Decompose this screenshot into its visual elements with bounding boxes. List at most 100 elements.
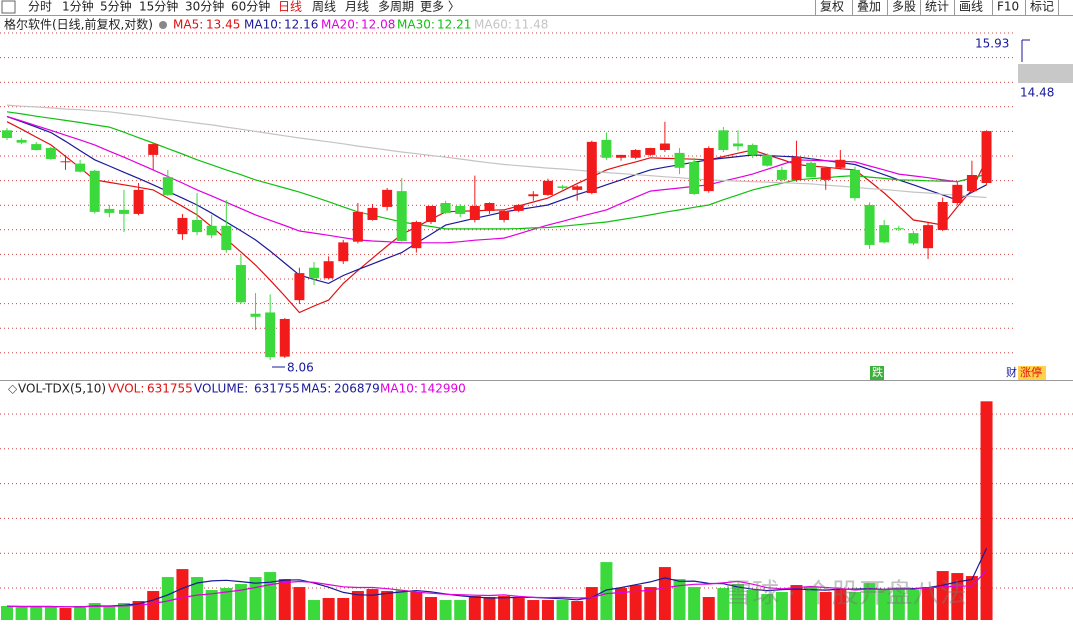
toolbar-button[interactable]: 叠加 — [857, 0, 881, 14]
volume-bar — [834, 589, 847, 620]
volume-bar — [322, 598, 335, 620]
candle-body — [806, 162, 817, 178]
event-marker-bg — [1018, 366, 1046, 380]
toolbar-button[interactable]: F10 — [997, 0, 1019, 14]
volume-bar — [264, 572, 277, 620]
volume-ma-line — [6, 548, 988, 608]
candle-body — [762, 154, 773, 166]
candle-body — [908, 233, 919, 244]
candle-body — [89, 170, 100, 212]
candle-body — [162, 177, 173, 195]
candle-body — [133, 189, 144, 214]
toolbar-button[interactable]: 画线 — [959, 0, 983, 14]
volume-bar — [366, 589, 379, 620]
candle-body — [2, 130, 12, 138]
volume-ma-line — [6, 570, 987, 608]
candle-body — [601, 139, 612, 158]
legend-value: 12.08 — [361, 18, 395, 32]
toolbar-tab[interactable]: 日线 — [278, 0, 302, 14]
toolbar-tab[interactable]: 1分钟 — [62, 0, 94, 14]
volume-bar — [892, 588, 905, 620]
toolbar-tab[interactable]: 多周期 — [378, 0, 414, 14]
volume-bar — [381, 591, 394, 620]
event-marker[interactable]: 财 — [1006, 365, 1017, 379]
candle-body — [294, 273, 305, 301]
legend-label: MA5: — [173, 18, 203, 32]
volume-bar — [805, 587, 818, 620]
toolbar-button[interactable]: 统计 — [925, 0, 949, 14]
volume-bar — [863, 583, 876, 620]
candle-body — [221, 225, 232, 251]
candle-body — [923, 225, 934, 249]
volume-bar — [468, 596, 481, 620]
volume-bar — [673, 579, 686, 620]
volume-bar — [249, 577, 262, 620]
volume-bar — [220, 588, 233, 620]
toolbar-tab[interactable]: 更多 〉 — [420, 0, 460, 14]
candle-body — [820, 167, 831, 180]
candle-body — [689, 161, 700, 194]
volume-bar — [790, 585, 803, 620]
volume-bar — [176, 569, 189, 620]
candle-body — [382, 189, 393, 207]
toolbar-button[interactable]: 复权 — [820, 0, 844, 14]
volume-bar — [541, 600, 554, 620]
toolbar-tab[interactable]: 周线 — [312, 0, 336, 14]
event-marker[interactable]: 涨停 — [1020, 365, 1042, 379]
volume-bar — [293, 587, 306, 620]
candle-body — [572, 186, 583, 190]
event-marker-bg — [870, 366, 884, 380]
menu-icon[interactable] — [1, 0, 16, 14]
candle-body — [835, 159, 846, 168]
candle-body — [265, 312, 276, 358]
volume-bar — [512, 598, 525, 620]
legend-value: 11.48 — [514, 18, 548, 32]
candle-body — [952, 184, 963, 203]
candle-body — [192, 219, 203, 233]
volume-bar — [775, 592, 788, 620]
legend-value: 12.21 — [437, 18, 471, 32]
volume-bar — [658, 567, 671, 620]
candle-body — [981, 131, 992, 183]
candle-body — [718, 130, 729, 151]
toolbar-tab[interactable]: 15分钟 — [139, 0, 178, 14]
toolbar-tab[interactable]: 30分钟 — [185, 0, 224, 14]
volume-bar — [498, 596, 511, 620]
volume-bar — [205, 590, 218, 620]
vvol-value: 631755 — [147, 382, 193, 396]
candle-body — [60, 161, 71, 163]
candle-body — [703, 148, 714, 192]
volume-bar — [717, 588, 730, 620]
volume-bar — [30, 606, 43, 620]
candle-body — [966, 175, 977, 192]
candle-body — [893, 228, 904, 230]
candle-body — [411, 222, 422, 249]
toolbar-tab[interactable]: 60分钟 — [231, 0, 270, 14]
volume-icon: ◇ — [8, 382, 18, 396]
candle-body — [323, 261, 334, 279]
volume-bar — [629, 585, 642, 620]
candle-body — [148, 144, 159, 155]
toolbar-tab[interactable]: 分时 — [28, 0, 52, 14]
toolbar-tab[interactable]: 月线 — [345, 0, 369, 14]
toolbar-tab[interactable]: 5分钟 — [100, 0, 132, 14]
toolbar-button[interactable]: 多股 — [892, 0, 916, 14]
volume-bar — [615, 588, 628, 620]
volume-bar — [907, 590, 920, 620]
legend-value: 142990 — [420, 382, 466, 396]
volume-bar — [1, 606, 13, 620]
volume-bar — [410, 592, 423, 620]
volume-bar — [15, 607, 28, 620]
volume-bar — [819, 592, 832, 620]
legend-label: MA5: — [301, 382, 331, 396]
candle-body — [338, 242, 349, 262]
event-marker[interactable]: 跌 — [872, 365, 883, 379]
candle-body — [645, 148, 656, 155]
ma-line — [6, 104, 987, 199]
volume-bar — [59, 608, 72, 620]
settings-icon[interactable] — [159, 21, 167, 29]
legend-label: MA10: — [244, 18, 282, 32]
legend-label: MA10: — [380, 382, 418, 396]
toolbar-button[interactable]: 标记 — [1030, 0, 1054, 14]
